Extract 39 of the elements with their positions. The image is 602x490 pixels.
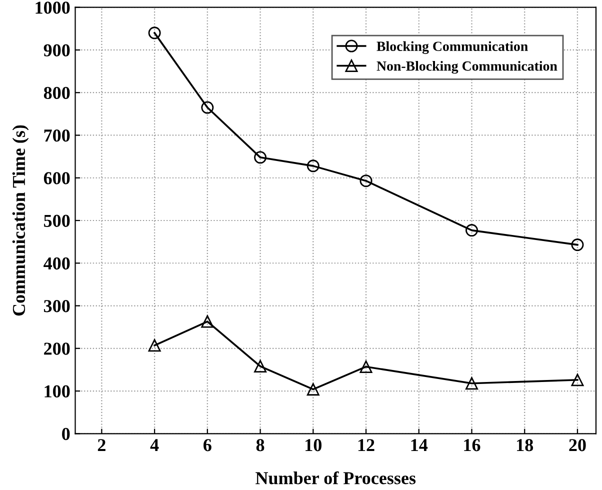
point [571, 238, 584, 252]
legend-label: Non-Blocking Communication [376, 60, 558, 74]
x-tick-label: 12 [358, 439, 374, 452]
x-tick-label: 16 [464, 439, 480, 452]
x-axis-title: Number of Processes [256, 471, 416, 484]
x-tick-label: 8 [256, 439, 264, 452]
x-tick-label: 20 [569, 439, 586, 452]
point [254, 151, 267, 164]
y-tick-label: 500 [44, 214, 70, 227]
y-tick-label: 100 [44, 385, 70, 398]
point [306, 383, 320, 396]
point [360, 360, 372, 373]
point [254, 360, 267, 373]
point [360, 174, 372, 188]
point [306, 160, 320, 172]
point [148, 26, 161, 40]
y-tick-label: 0 [62, 428, 70, 440]
x-tick-label: 14 [411, 439, 428, 452]
x-tick-label: 18 [517, 439, 534, 452]
point [201, 101, 214, 114]
y-tick-label: 600 [44, 172, 70, 184]
y-tick-label: 200 [44, 342, 70, 355]
x-tick-label: 4 [150, 439, 159, 452]
x-tick-label: 2 [98, 439, 106, 452]
point [148, 339, 161, 352]
point [571, 374, 584, 386]
x-tick-label: 6 [204, 439, 212, 452]
point [465, 377, 478, 390]
y-tick-label: 900 [44, 44, 70, 56]
y-tick-label: 300 [44, 300, 70, 312]
point [465, 224, 478, 237]
y-tick-label: 1000 [36, 2, 70, 14]
point [201, 315, 214, 328]
y-tick-label: 700 [44, 130, 70, 142]
y-tick-label: 400 [44, 257, 70, 270]
y-axis-title: Communication Time (s) [12, 125, 29, 316]
legend-label: Blocking Communication [376, 41, 528, 54]
x-tick-label: 10 [306, 439, 322, 452]
y-tick-label: 800 [44, 86, 70, 100]
